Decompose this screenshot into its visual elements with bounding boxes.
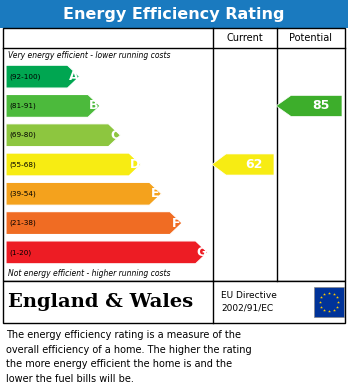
- Bar: [3, 28, 345, 281]
- Text: (39-54): (39-54): [9, 190, 36, 197]
- Text: (55-68): (55-68): [9, 161, 36, 168]
- Text: 62: 62: [246, 158, 263, 171]
- Bar: [314, 287, 344, 317]
- Text: B: B: [89, 99, 99, 113]
- Text: C: C: [110, 129, 119, 142]
- Text: Potential: Potential: [290, 33, 332, 43]
- Text: Not energy efficient - higher running costs: Not energy efficient - higher running co…: [8, 269, 171, 278]
- Text: 85: 85: [312, 99, 330, 113]
- Text: F: F: [172, 217, 180, 230]
- Bar: [0, 0, 348, 28]
- Text: (69-80): (69-80): [9, 132, 36, 138]
- Polygon shape: [6, 65, 79, 88]
- Text: EU Directive
2002/91/EC: EU Directive 2002/91/EC: [221, 291, 277, 313]
- Polygon shape: [6, 95, 100, 117]
- Polygon shape: [6, 212, 182, 235]
- Text: England & Wales: England & Wales: [8, 293, 193, 311]
- Text: The energy efficiency rating is a measure of the
overall efficiency of a home. T: The energy efficiency rating is a measur…: [6, 330, 252, 384]
- Polygon shape: [6, 124, 120, 147]
- Polygon shape: [212, 154, 274, 175]
- Text: Very energy efficient - lower running costs: Very energy efficient - lower running co…: [8, 50, 171, 59]
- Text: (21-38): (21-38): [9, 220, 36, 226]
- Text: Energy Efficiency Rating: Energy Efficiency Rating: [63, 7, 285, 22]
- Polygon shape: [6, 153, 141, 176]
- Text: (81-91): (81-91): [9, 103, 36, 109]
- Polygon shape: [6, 182, 161, 205]
- Polygon shape: [276, 95, 342, 117]
- Text: A: A: [69, 70, 78, 83]
- Bar: [3, 281, 345, 323]
- Polygon shape: [6, 241, 208, 264]
- Text: (92-100): (92-100): [9, 74, 40, 80]
- Text: (1-20): (1-20): [9, 249, 31, 256]
- Text: D: D: [130, 158, 140, 171]
- Text: E: E: [151, 187, 160, 200]
- Text: Current: Current: [227, 33, 263, 43]
- Text: G: G: [197, 246, 207, 259]
